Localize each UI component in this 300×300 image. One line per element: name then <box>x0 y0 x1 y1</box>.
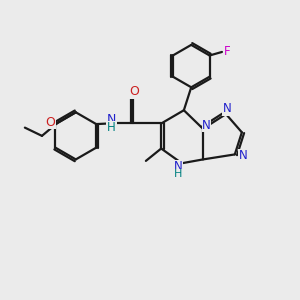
Text: N: N <box>174 160 183 173</box>
Text: O: O <box>129 85 139 98</box>
Text: N: N <box>107 113 116 127</box>
Text: H: H <box>174 169 182 179</box>
Text: F: F <box>224 45 231 58</box>
Text: H: H <box>107 122 116 134</box>
Text: N: N <box>239 149 248 162</box>
Text: N: N <box>223 102 232 115</box>
Text: O: O <box>45 116 55 128</box>
Text: N: N <box>202 119 211 132</box>
